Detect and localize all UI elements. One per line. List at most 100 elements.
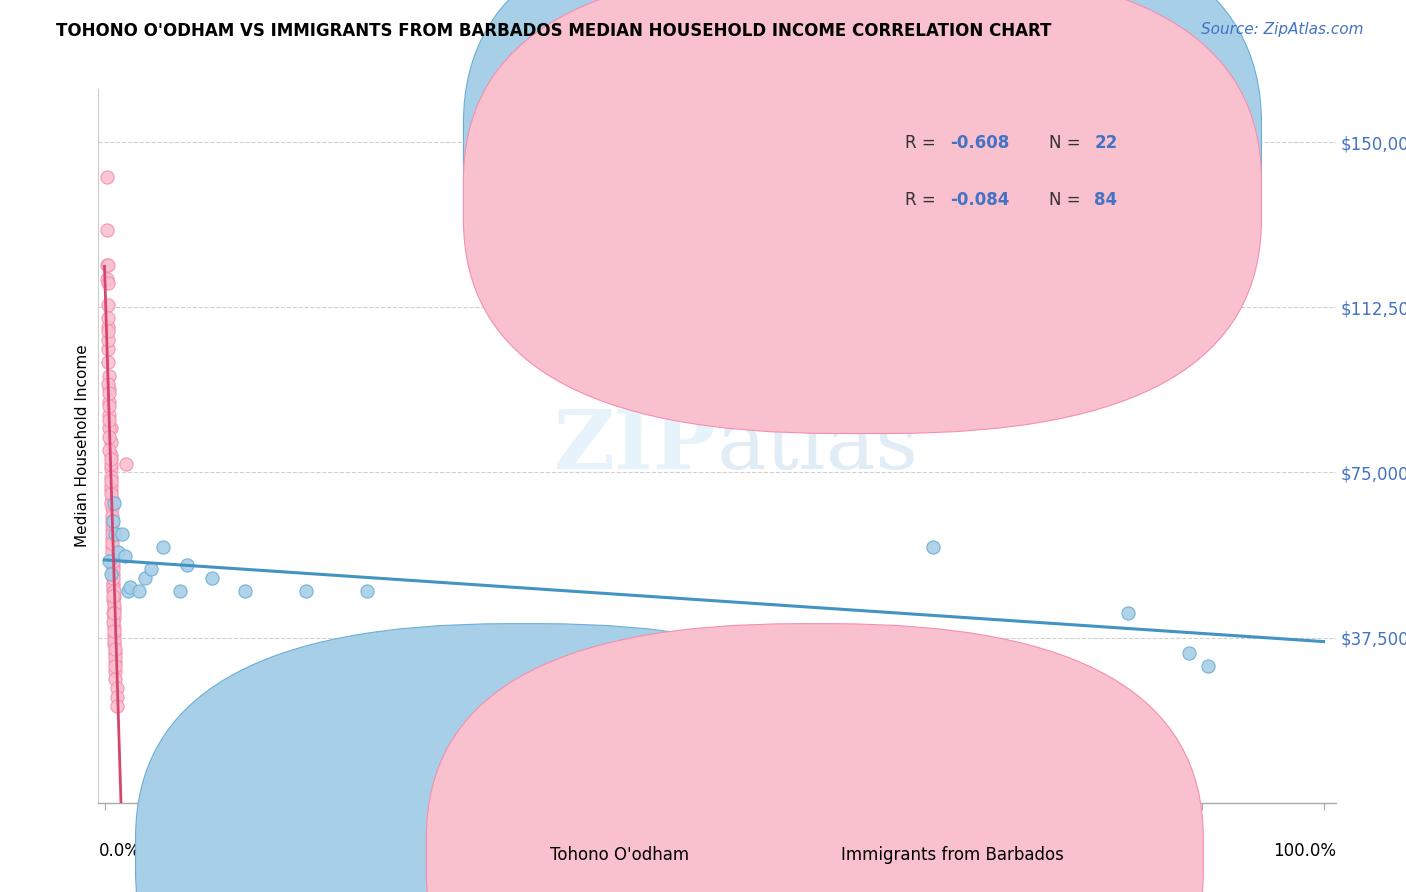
- Text: atlas: atlas: [717, 406, 920, 486]
- Point: [97, 276, 120, 290]
- Point: [103, 607, 125, 621]
- Point: [139, 562, 162, 576]
- Point: [134, 571, 156, 585]
- Point: [101, 549, 124, 563]
- Point: [98, 553, 121, 567]
- Point: [1197, 659, 1219, 673]
- Point: [97, 333, 120, 347]
- Point: [103, 611, 125, 625]
- Point: [101, 536, 124, 550]
- Point: [97, 342, 120, 356]
- Text: N =: N =: [1049, 134, 1085, 152]
- Point: [233, 584, 256, 599]
- Point: [104, 641, 127, 656]
- Point: [96, 271, 118, 285]
- Point: [100, 421, 122, 435]
- Point: [101, 615, 124, 630]
- Point: [103, 637, 125, 651]
- Point: [101, 514, 124, 528]
- Point: [100, 452, 122, 467]
- Point: [110, 527, 132, 541]
- Text: Source: ZipAtlas.com: Source: ZipAtlas.com: [1201, 22, 1364, 37]
- Point: [98, 386, 121, 401]
- Point: [98, 368, 121, 383]
- Point: [100, 483, 122, 497]
- Point: [104, 650, 127, 665]
- Point: [104, 646, 127, 660]
- Point: [98, 400, 121, 414]
- Point: [201, 571, 224, 585]
- Point: [101, 541, 124, 555]
- Point: [101, 558, 124, 572]
- Point: [100, 457, 122, 471]
- Text: 0.0%: 0.0%: [98, 842, 141, 860]
- FancyBboxPatch shape: [135, 624, 912, 892]
- Point: [103, 624, 125, 638]
- Point: [152, 541, 174, 555]
- Point: [97, 355, 120, 369]
- Point: [103, 584, 125, 599]
- Point: [96, 170, 118, 185]
- Point: [105, 681, 128, 696]
- Point: [100, 475, 122, 489]
- Point: [101, 523, 124, 537]
- Point: [97, 311, 120, 326]
- Point: [98, 443, 121, 458]
- Point: [104, 659, 127, 673]
- FancyBboxPatch shape: [426, 624, 1204, 892]
- Point: [104, 664, 127, 678]
- Point: [100, 487, 122, 501]
- Point: [101, 553, 124, 567]
- Point: [100, 496, 122, 510]
- Point: [104, 655, 127, 669]
- Point: [101, 532, 124, 546]
- Point: [103, 602, 125, 616]
- Point: [103, 632, 125, 647]
- Point: [169, 584, 191, 599]
- Point: [100, 470, 122, 484]
- Point: [101, 584, 124, 599]
- Point: [101, 607, 124, 621]
- Point: [128, 584, 150, 599]
- Text: R =: R =: [905, 134, 941, 152]
- Point: [294, 584, 316, 599]
- Point: [107, 545, 129, 559]
- Point: [101, 575, 124, 590]
- Point: [101, 491, 124, 506]
- Point: [101, 500, 124, 515]
- Point: [103, 628, 125, 642]
- Point: [101, 545, 124, 559]
- Point: [100, 434, 122, 449]
- Text: Immigrants from Barbados: Immigrants from Barbados: [841, 846, 1064, 863]
- Point: [97, 325, 120, 339]
- Y-axis label: Median Household Income: Median Household Income: [75, 344, 90, 548]
- Point: [98, 421, 121, 435]
- Text: Tohono O'odham: Tohono O'odham: [550, 846, 689, 863]
- Point: [103, 598, 125, 612]
- Text: -0.608: -0.608: [949, 134, 1010, 152]
- Point: [101, 509, 124, 524]
- Point: [100, 461, 122, 475]
- Point: [101, 571, 124, 585]
- Point: [115, 457, 138, 471]
- Point: [103, 496, 125, 510]
- Point: [97, 320, 120, 334]
- Point: [98, 395, 121, 409]
- Point: [105, 698, 128, 713]
- Point: [101, 593, 124, 607]
- FancyBboxPatch shape: [464, 0, 1261, 376]
- Point: [100, 478, 122, 492]
- Point: [101, 566, 124, 581]
- Text: TOHONO O'ODHAM VS IMMIGRANTS FROM BARBADOS MEDIAN HOUSEHOLD INCOME CORRELATION C: TOHONO O'ODHAM VS IMMIGRANTS FROM BARBAD…: [56, 22, 1052, 40]
- Point: [101, 562, 124, 576]
- Point: [1118, 607, 1140, 621]
- Point: [101, 580, 124, 594]
- Text: R =: R =: [905, 191, 941, 209]
- Point: [176, 558, 198, 572]
- Point: [117, 584, 139, 599]
- Point: [1178, 646, 1201, 660]
- Point: [100, 448, 122, 462]
- Point: [100, 566, 122, 581]
- FancyBboxPatch shape: [804, 103, 1163, 239]
- Point: [105, 690, 128, 704]
